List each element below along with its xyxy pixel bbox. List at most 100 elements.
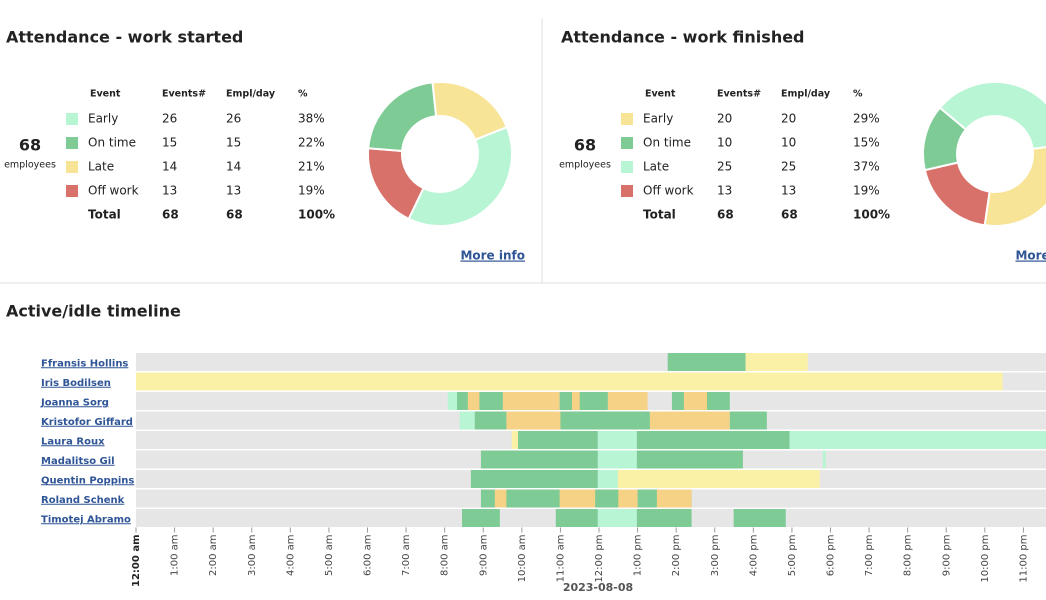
table-cell: 15 [226,136,241,150]
table-cell: 21% [298,160,325,174]
x-tick-label: 3:00 pm [710,535,721,577]
table-cell: 13 [781,184,796,198]
activity-segment [789,431,1046,449]
x-tick-label: 12:00 pm [594,535,605,583]
table-header: % [298,89,308,100]
table-cell: 22% [298,136,325,150]
table-cell: 20 [781,112,796,126]
table-cell: 13 [717,184,732,198]
employee-name[interactable]: Timotej Abramo [41,514,131,525]
activity-segment [618,489,638,508]
activity-segment [636,450,743,469]
donut-segment [407,125,513,227]
table-cell: 19% [298,184,325,198]
employee-name[interactable]: Madalitso Gil [41,456,115,467]
table-header: Events# [717,89,761,100]
table-cell: 26 [226,112,241,126]
x-tick-label: 12:00 am [131,535,142,587]
activity-segment [636,431,790,449]
table-header: Empl/day [226,89,276,100]
x-tick-label: 3:00 am [247,535,258,577]
activity-segment [597,450,637,469]
activity-segment [636,509,692,527]
x-tick-label: 9:00 pm [941,535,952,577]
activity-segment [480,450,598,469]
activity-segment [467,392,480,410]
employee-name[interactable]: Kristofor Giffard [41,417,133,428]
activity-segment [571,392,580,410]
activity-segment [136,372,1003,391]
x-tick-label: 10:00 am [517,535,528,583]
x-tick-label: 5:00 am [324,535,335,577]
employee-count: 68 [574,136,596,155]
activity-segment [517,431,598,449]
legend-swatch [621,137,633,149]
table-cell: 13 [226,184,241,198]
table-cell: Early [643,112,673,126]
activity-segment [494,489,507,508]
donut-segment [922,106,968,172]
x-tick-label: 10:00 pm [980,534,991,582]
table-cell: 25 [717,160,732,174]
donut-segment [923,161,991,227]
more-info-link[interactable]: More info [1015,249,1046,263]
legend-swatch [66,113,78,125]
employee-name[interactable]: Quentin Poppins [41,475,134,486]
activity-segment [559,489,596,508]
table-cell: 13 [162,184,177,198]
panel-title: Attendance - work started [6,28,243,47]
table-cell: 37% [853,160,880,174]
x-tick-label: 9:00 am [478,535,489,577]
activity-segment [733,509,786,527]
x-tick-label: 8:00 am [440,535,451,577]
employee-label: employees [4,160,56,171]
activity-segment [447,392,458,410]
activity-segment [607,392,648,410]
legend-swatch [66,185,78,197]
employee-name[interactable]: Ffransis Hollins [41,358,128,369]
legend-swatch [621,185,633,197]
activity-segment [470,470,598,488]
x-tick-label: 1:00 pm [633,535,644,577]
table-cell: On time [88,136,136,150]
table-total: Total [643,208,676,222]
activity-segment [597,431,637,449]
table-header: % [853,89,863,100]
activity-segment [597,509,637,527]
more-info-link[interactable]: More info [460,249,525,263]
activity-segment [617,470,820,488]
employee-name[interactable]: Joanna Sorg [40,397,109,408]
table-cell: Late [643,160,669,174]
employee-name[interactable]: Roland Schenk [41,495,125,506]
employee-name[interactable]: Laura Roux [41,436,105,447]
timeline-date: 2023-08-08 [563,581,633,594]
activity-segment [511,431,518,449]
activity-segment [474,411,650,430]
x-tick-label: 4:00 am [285,535,296,577]
activity-segment [559,392,608,410]
activity-segment [729,411,767,430]
donut-segment [983,146,1046,227]
employee-label: employees [559,160,611,171]
table-cell: 20 [717,112,732,126]
table-cell: 15 [162,136,177,150]
table-cell: 26 [162,112,177,126]
x-tick-label: 6:00 am [363,535,374,577]
table-total: 68 [717,208,734,222]
row-background [136,353,1046,371]
x-tick-label: 8:00 pm [903,535,914,577]
timeline-title: Active/idle timeline [6,302,181,321]
donut-segment [938,81,1046,151]
table-cell: Late [88,160,114,174]
employee-count: 68 [19,136,41,155]
activity-segment [462,509,500,527]
x-tick-label: 2:00 pm [671,535,682,577]
table-cell: 29% [853,112,880,126]
table-cell: Off work [643,184,694,198]
employee-name[interactable]: Iris Bodilsen [41,378,111,389]
table-cell: 14 [226,160,241,174]
x-tick-label: 6:00 pm [826,535,837,577]
table-cell: Off work [88,184,139,198]
